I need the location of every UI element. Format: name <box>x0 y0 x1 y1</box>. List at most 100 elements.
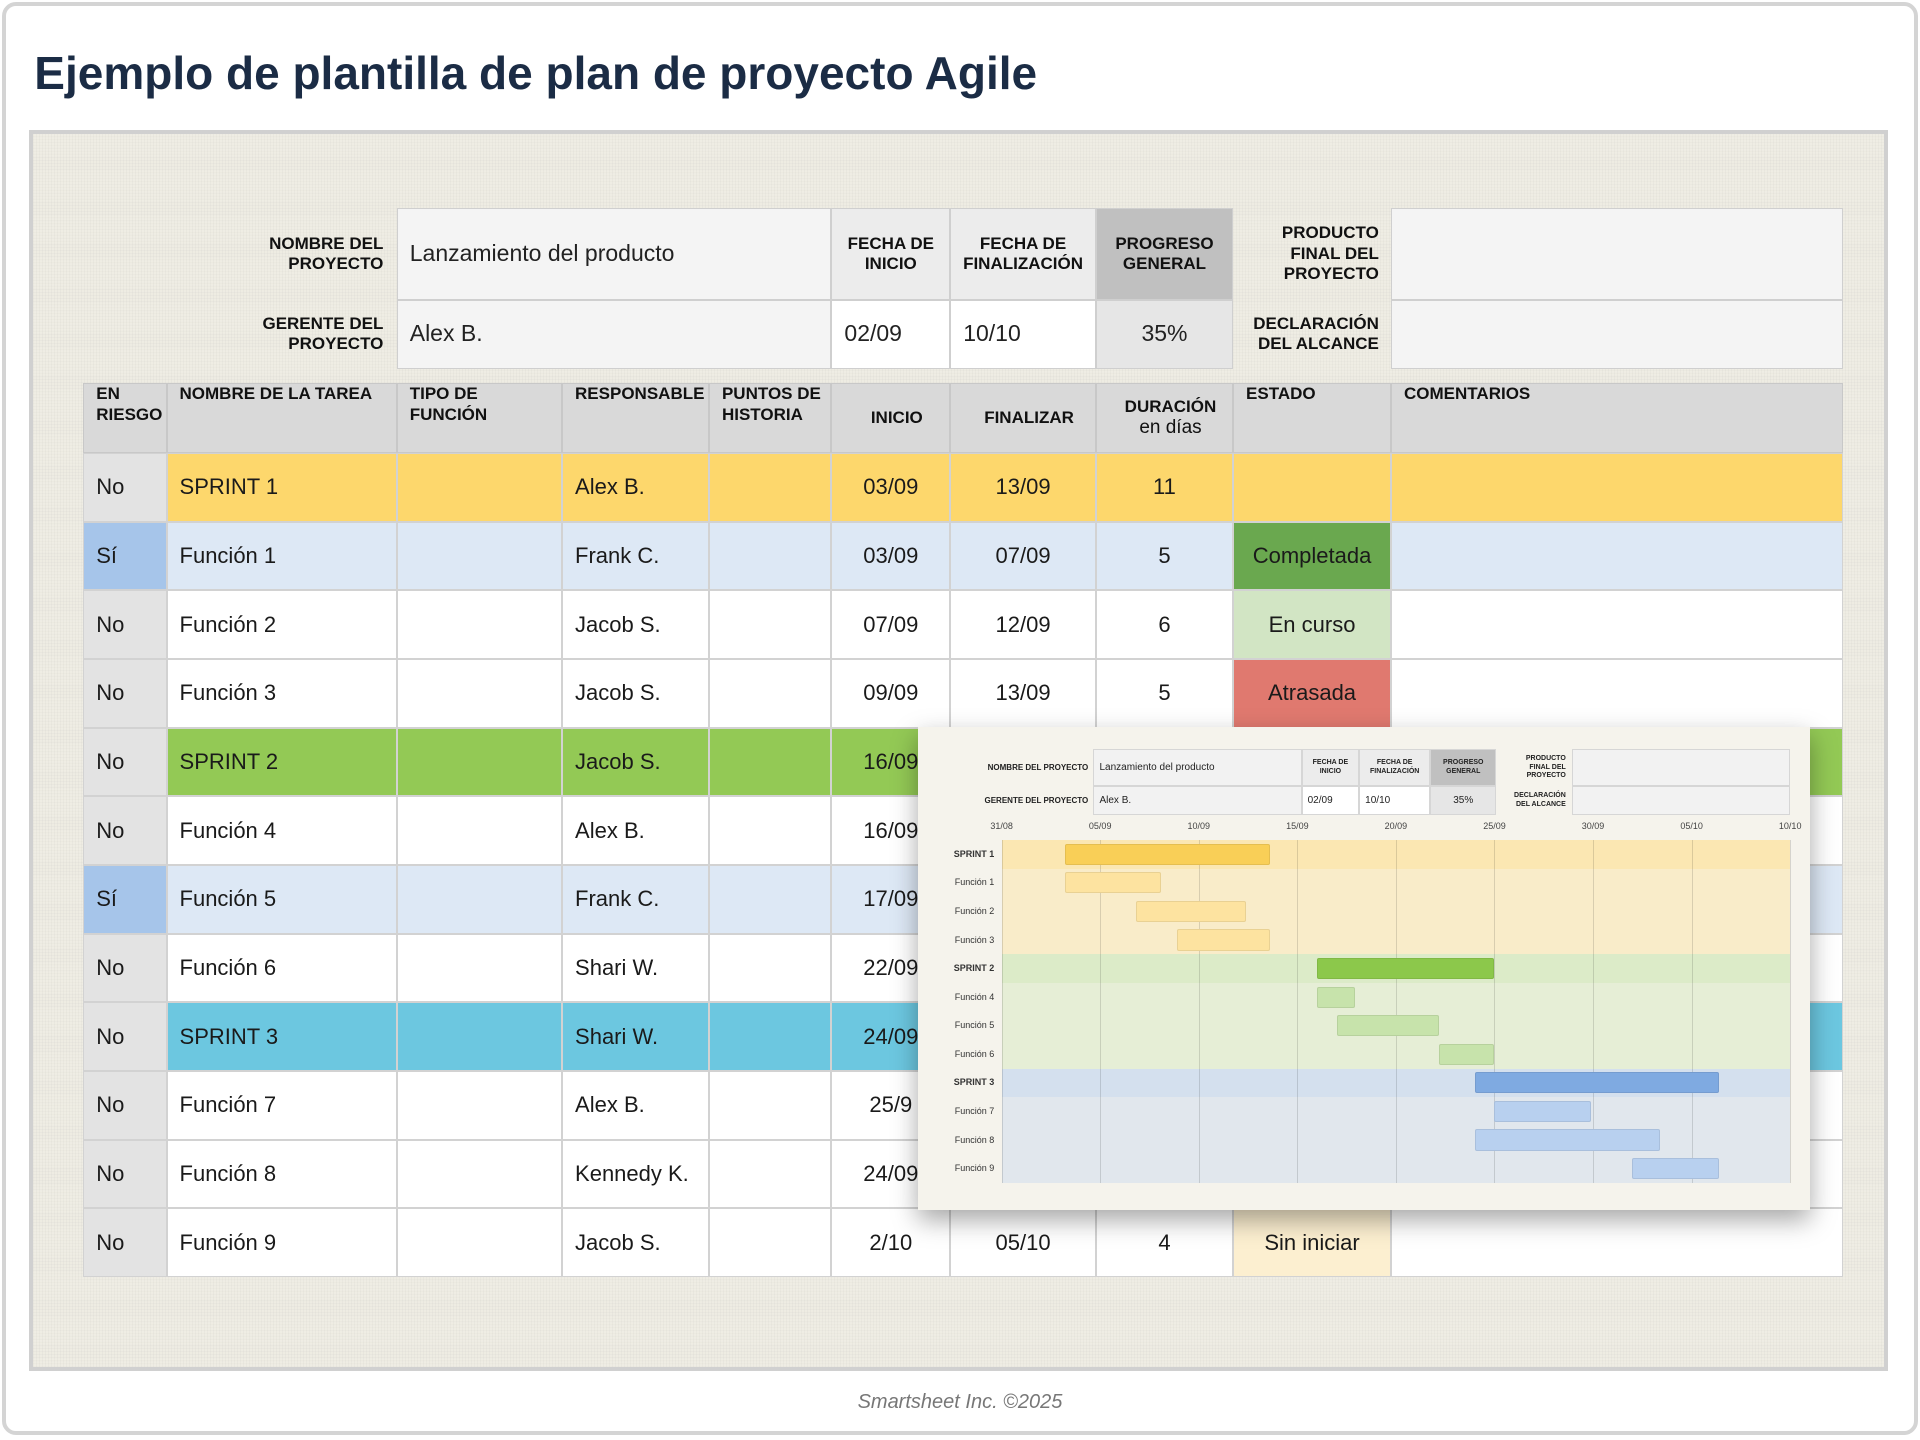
table-cell: Alex B. <box>562 453 709 522</box>
table-cell <box>708 1208 832 1278</box>
column-header: EN RIESGO <box>83 383 167 454</box>
grid-line <box>1100 840 1102 1183</box>
gantt-bar <box>1317 957 1495 980</box>
table-cell: Alex B. <box>562 796 709 866</box>
table-cell <box>396 933 563 1003</box>
column-header: ESTADO <box>1233 383 1391 454</box>
gantt-row-band <box>1001 1040 1791 1069</box>
table-cell: Shari W. <box>562 933 709 1003</box>
table-cell: 05/10 <box>950 1208 1096 1278</box>
table-cell <box>708 659 832 728</box>
table-cell: Sí <box>83 521 167 591</box>
table-cell: No <box>83 659 167 728</box>
table-cell <box>1391 590 1843 660</box>
x-tick-label: 05/09 <box>1088 821 1112 832</box>
table-cell: Función 2 <box>166 590 397 660</box>
table-cell <box>1391 521 1843 591</box>
table-cell <box>396 659 563 728</box>
label: NOMBRE DEL PROYECTO <box>987 762 1089 772</box>
gantt-row-label: Función 3 <box>954 934 995 945</box>
label: NOMBRE DEL PROYECTO <box>269 233 384 274</box>
gantt-row-label: Función 4 <box>954 991 995 1002</box>
table-cell: 5 <box>1095 521 1234 591</box>
gantt-bar <box>1135 900 1247 923</box>
table-cell: Función 4 <box>166 796 397 866</box>
table-cell <box>1233 453 1391 522</box>
table-cell: Función 6 <box>166 933 397 1003</box>
grid-line <box>1001 840 1003 1183</box>
gantt-bar <box>1064 843 1270 865</box>
header-text: COMENTARIOS <box>1404 384 1531 404</box>
gantt-bar <box>1474 1072 1720 1094</box>
label: PRODUCTO FINAL DEL PROYECTO <box>1281 223 1379 284</box>
table-cell: No <box>83 1002 167 1072</box>
table-cell: No <box>83 1139 167 1209</box>
table-cell: No <box>83 1071 167 1140</box>
end-date: 10/10 <box>1359 786 1431 816</box>
table-cell: Función 5 <box>166 865 397 934</box>
table-cell: 03/09 <box>831 521 951 591</box>
scope <box>1391 300 1843 369</box>
label: DECLARACIÓN DEL ALCANCE <box>1514 792 1566 808</box>
table-cell: 09/09 <box>831 659 951 728</box>
project-manager: Alex B. <box>396 300 832 369</box>
header-unit: en días <box>1139 416 1202 438</box>
footer: Smartsheet Inc. ©2025 <box>857 1391 1063 1414</box>
table-cell <box>1391 659 1843 728</box>
gantt-row-label: Función 7 <box>954 1106 995 1117</box>
column-header: RESPONSABLE <box>562 383 709 454</box>
gantt-bar <box>1064 872 1162 894</box>
table-cell <box>708 453 832 522</box>
table-cell: Función 1 <box>166 521 397 591</box>
table-cell <box>396 796 563 866</box>
table-cell: Sí <box>83 865 167 934</box>
table-cell: 11 <box>1095 453 1234 522</box>
table-cell <box>708 590 832 660</box>
x-tick-label: 20/09 <box>1384 821 1408 832</box>
table-cell: En curso <box>1233 590 1391 660</box>
start-date: 02/09 <box>831 300 951 369</box>
gantt-row-label: Función 5 <box>954 1020 995 1031</box>
table-cell <box>396 521 563 591</box>
header: FECHA DE FINALIZACIÓN <box>1359 749 1431 787</box>
gantt-row-label: SPRINT 2 <box>953 963 995 974</box>
table-cell <box>708 865 832 934</box>
column-header: PUNTOS DE HISTORIA <box>708 383 832 454</box>
table-cell: No <box>83 590 167 660</box>
gantt-bar <box>1494 1100 1592 1123</box>
gantt-row-band <box>1001 1097 1791 1126</box>
table-cell: Sin iniciar <box>1233 1208 1391 1278</box>
gantt-row-label: SPRINT 3 <box>953 1077 995 1088</box>
grid-line <box>1297 840 1299 1183</box>
table-cell <box>708 933 832 1003</box>
column-header: DURACIÓN en días <box>1095 383 1234 454</box>
grid-line <box>1593 840 1595 1183</box>
table-cell: Jacob S. <box>562 590 709 660</box>
column-header: NOMBRE DE LA TAREA <box>166 383 397 454</box>
table-cell: Shari W. <box>562 1002 709 1072</box>
x-tick-label: 10/09 <box>1187 821 1211 832</box>
project-name: Lanzamiento del producto <box>396 208 832 300</box>
table-cell <box>708 521 832 591</box>
label: DECLARACIÓN DEL ALCANCE <box>1253 313 1379 354</box>
column-header: FINALIZAR <box>950 383 1096 454</box>
grid-line <box>1790 840 1792 1183</box>
table-cell <box>708 727 832 797</box>
table-cell: Jacob S. <box>562 659 709 728</box>
header-text: TIPO DE FUNCIÓN <box>409 384 488 424</box>
gantt-row-label: SPRINT 1 <box>953 848 995 859</box>
table-cell <box>1391 453 1843 522</box>
table-cell <box>396 1002 563 1072</box>
table-cell: SPRINT 3 <box>166 1002 397 1072</box>
end-date: 10/10 <box>950 300 1096 369</box>
gantt-bar <box>1317 986 1355 1008</box>
table-cell <box>396 590 563 660</box>
table-cell <box>396 727 563 797</box>
progress: 35% <box>1430 786 1497 816</box>
gantt-row-label: Función 2 <box>954 906 995 917</box>
table-cell <box>396 453 563 522</box>
grid-line <box>1198 840 1200 1183</box>
table-cell: 13/09 <box>950 453 1096 522</box>
gantt-row-label: Función 6 <box>954 1048 995 1059</box>
